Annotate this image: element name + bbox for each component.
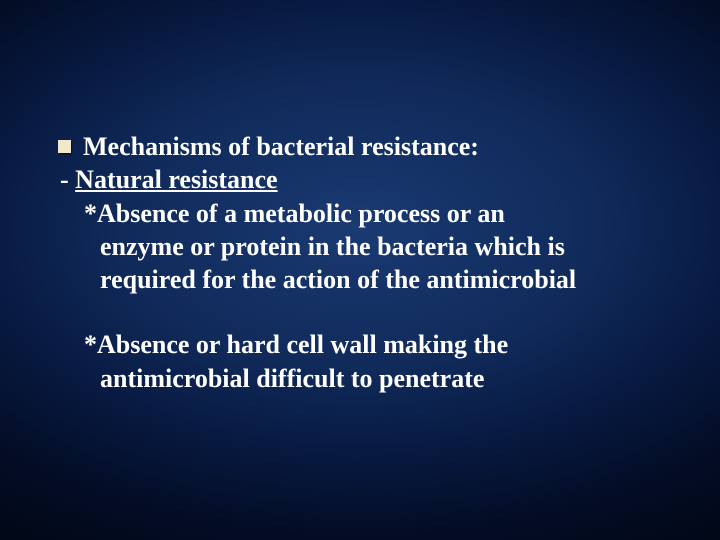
point1-line3: required for the action of the antimicro… <box>58 263 662 296</box>
slide-content: Mechanisms of bacterial resistance: - Na… <box>58 130 662 395</box>
dash-prefix: - <box>60 165 75 194</box>
natural-resistance-row: - Natural resistance <box>58 163 662 196</box>
paragraph-gap <box>58 296 662 328</box>
slide: Mechanisms of bacterial resistance: - Na… <box>0 0 720 540</box>
point1-line1: *Absence of a metabolic process or an <box>58 197 662 230</box>
point2-line2: antimicrobial difficult to penetrate <box>58 362 662 395</box>
title-row: Mechanisms of bacterial resistance: <box>58 130 662 163</box>
title-text: Mechanisms of bacterial resistance: <box>83 130 479 163</box>
point2-line1: *Absence or hard cell wall making the <box>58 328 662 361</box>
square-bullet-icon <box>58 140 71 153</box>
natural-resistance-label: Natural resistance <box>75 165 277 194</box>
point1-line2: enzyme or protein in the bacteria which … <box>58 230 662 263</box>
